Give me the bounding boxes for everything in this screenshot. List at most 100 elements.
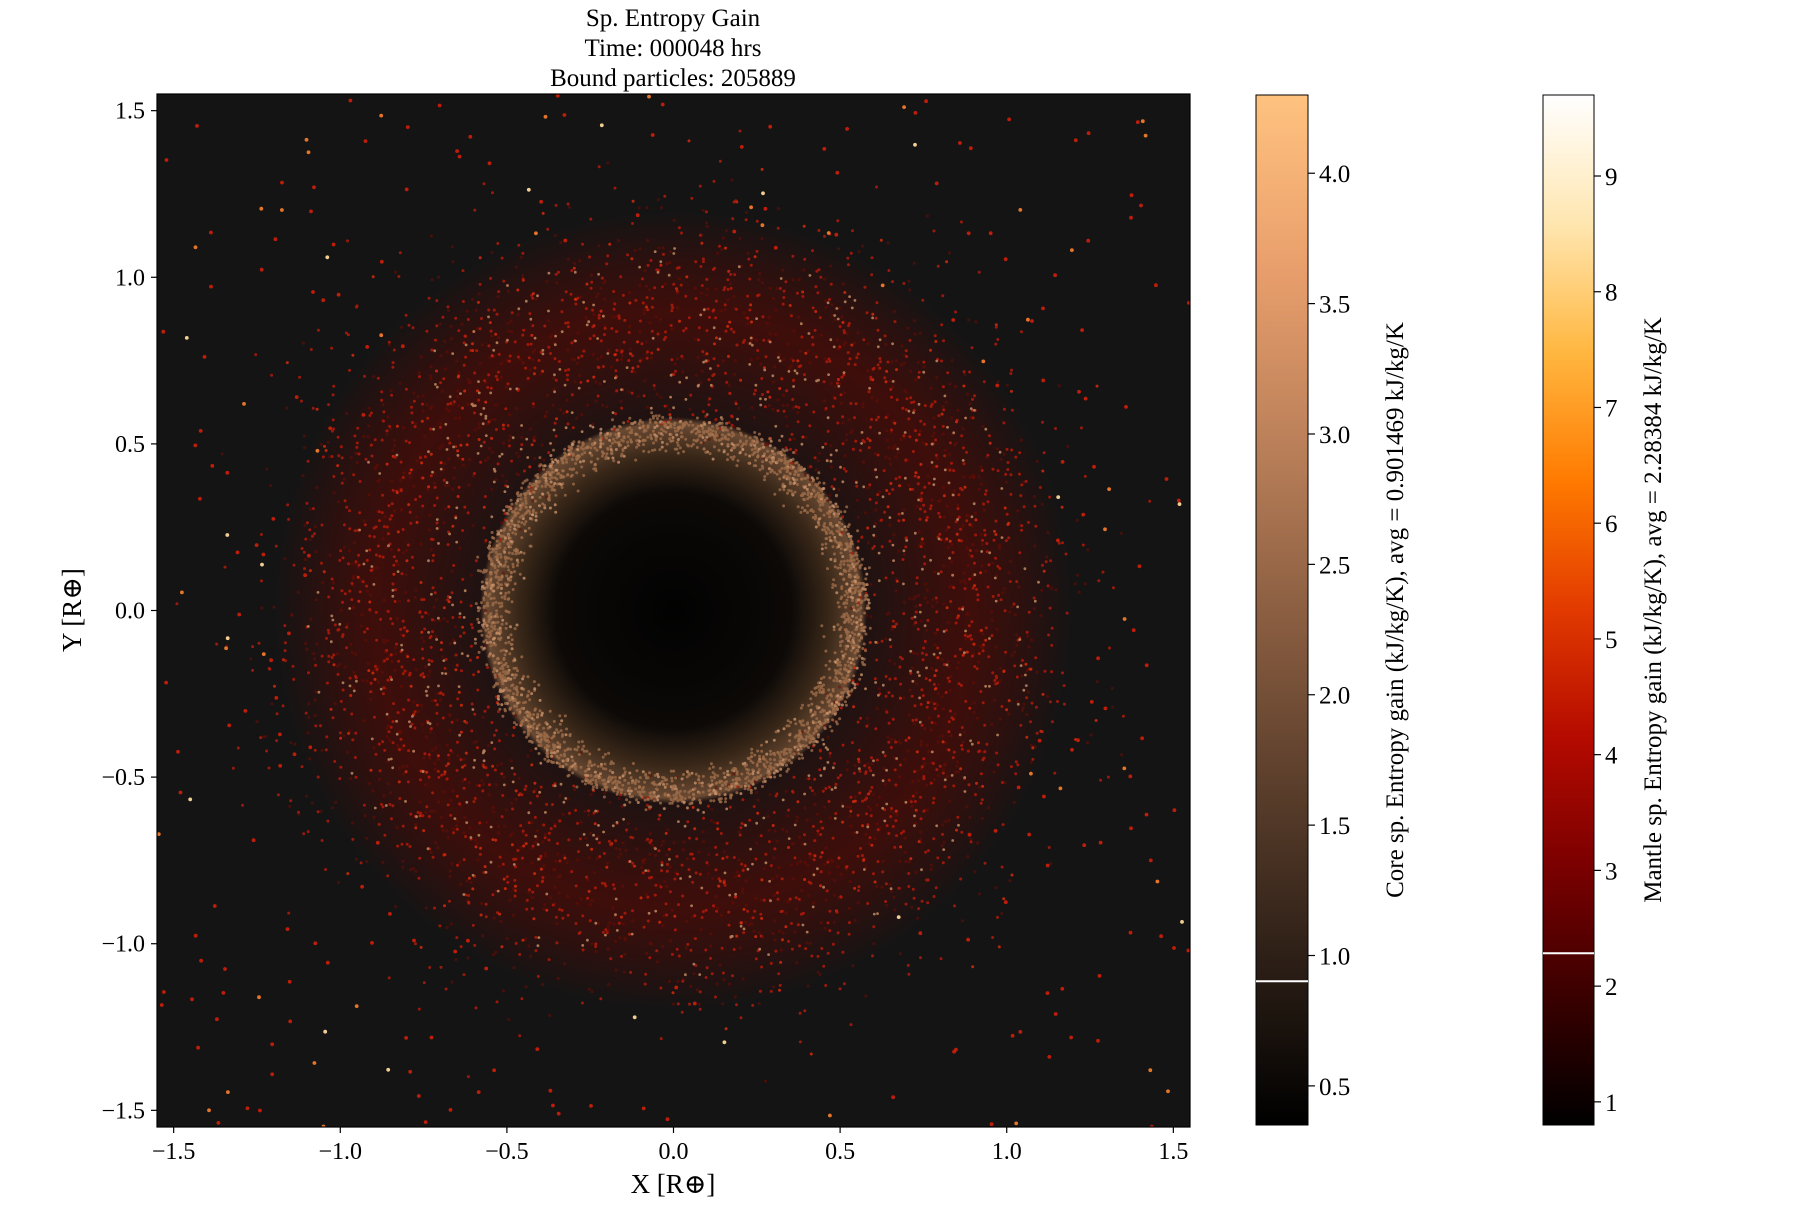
- particle-point: [787, 370, 791, 373]
- particle-point: [771, 931, 775, 936]
- particle-point: [912, 896, 916, 900]
- particle-point: [851, 599, 854, 602]
- particle-point: [948, 468, 952, 472]
- particle-point: [533, 708, 537, 712]
- particle-point: [430, 659, 434, 663]
- particle-point: [534, 511, 538, 515]
- particle-point: [427, 815, 431, 818]
- particle-point: [863, 611, 867, 615]
- particle-point: [378, 478, 382, 482]
- particle-point: [621, 293, 625, 297]
- particle-point: [353, 756, 357, 759]
- particle-point: [722, 978, 726, 982]
- particle-point: [576, 296, 580, 300]
- particle-point: [881, 859, 885, 864]
- particle-point: [785, 403, 790, 407]
- particle-point: [1020, 674, 1024, 678]
- particle-point: [362, 719, 366, 723]
- particle-point: [441, 828, 445, 832]
- particle-point: [442, 617, 446, 621]
- particle-point: [781, 798, 785, 802]
- particle-point: [847, 322, 851, 325]
- particle-point: [807, 777, 811, 781]
- particle-point: [793, 369, 797, 373]
- particle-point: [502, 775, 506, 779]
- particle-point: [755, 317, 758, 320]
- particle-point: [275, 712, 279, 716]
- particle-point: [1000, 705, 1004, 708]
- particle-point: [330, 614, 334, 618]
- particle-point: [351, 576, 356, 581]
- particle-point: [960, 830, 964, 834]
- particle-point: [348, 676, 352, 680]
- particle-point: [723, 308, 727, 312]
- particle-point: [784, 280, 788, 284]
- particle-point: [917, 498, 920, 502]
- particle-point: [465, 879, 469, 883]
- particle-point: [429, 427, 433, 431]
- particle-point: [428, 374, 432, 378]
- particle-point: [642, 394, 646, 398]
- particle-point: [451, 603, 454, 607]
- particle-point: [357, 599, 361, 603]
- particle-point: [655, 783, 659, 787]
- particle-point: [980, 550, 984, 553]
- particle-point: [944, 448, 948, 453]
- particle-point: [910, 694, 914, 698]
- particle-point: [996, 380, 1000, 384]
- particle-point: [608, 242, 612, 246]
- particle-point: [890, 627, 894, 631]
- particle-point: [383, 748, 387, 752]
- particle-point: [638, 283, 642, 288]
- particle-point: [401, 672, 405, 676]
- particle-point: [630, 932, 634, 936]
- particle-point: [967, 318, 971, 322]
- particle-point: [468, 458, 472, 462]
- particle-point: [840, 872, 844, 877]
- particle-point: [450, 245, 454, 249]
- particle-point: [798, 349, 803, 353]
- particle-point: [380, 438, 384, 442]
- particle-point: [554, 434, 558, 438]
- particle-point: [631, 919, 635, 923]
- particle-point: [452, 400, 456, 404]
- particle-point: [470, 402, 474, 406]
- particle-point: [855, 484, 859, 488]
- particle-point: [767, 953, 770, 956]
- particle-point: [407, 323, 411, 327]
- particle-point: [839, 895, 843, 899]
- particle-point: [738, 833, 742, 837]
- particle-point: [933, 674, 937, 678]
- particle-point: [481, 789, 485, 793]
- particle-point: [399, 489, 403, 493]
- particle-point: [370, 565, 374, 568]
- particle-point: [364, 638, 368, 643]
- particle-point: [890, 360, 894, 364]
- particle-point: [683, 824, 687, 828]
- particle-point: [972, 502, 976, 506]
- particle-point: [720, 247, 724, 251]
- particle-point: [545, 410, 549, 414]
- particle-point: [1035, 459, 1039, 463]
- particle-point: [472, 800, 476, 804]
- particle-point: [1061, 541, 1064, 545]
- particle-point: [822, 481, 826, 485]
- particle-point: [533, 456, 537, 461]
- particle-point: [456, 495, 460, 498]
- particle-point: [792, 437, 796, 441]
- particle-point: [889, 430, 893, 434]
- particle-point: [902, 600, 907, 604]
- particle-point: [948, 556, 951, 560]
- particle-point: [754, 896, 758, 900]
- particle-point: [481, 934, 485, 938]
- particle-point: [774, 332, 778, 337]
- particle-point: [343, 592, 347, 596]
- particle-point: [362, 519, 366, 523]
- particle-point: [804, 351, 808, 355]
- particle-point: [675, 855, 679, 858]
- particle-point: [606, 254, 610, 258]
- particle-point: [409, 812, 413, 816]
- particle-point: [403, 669, 407, 673]
- particle-point: [611, 411, 615, 414]
- particle-point: [635, 445, 638, 449]
